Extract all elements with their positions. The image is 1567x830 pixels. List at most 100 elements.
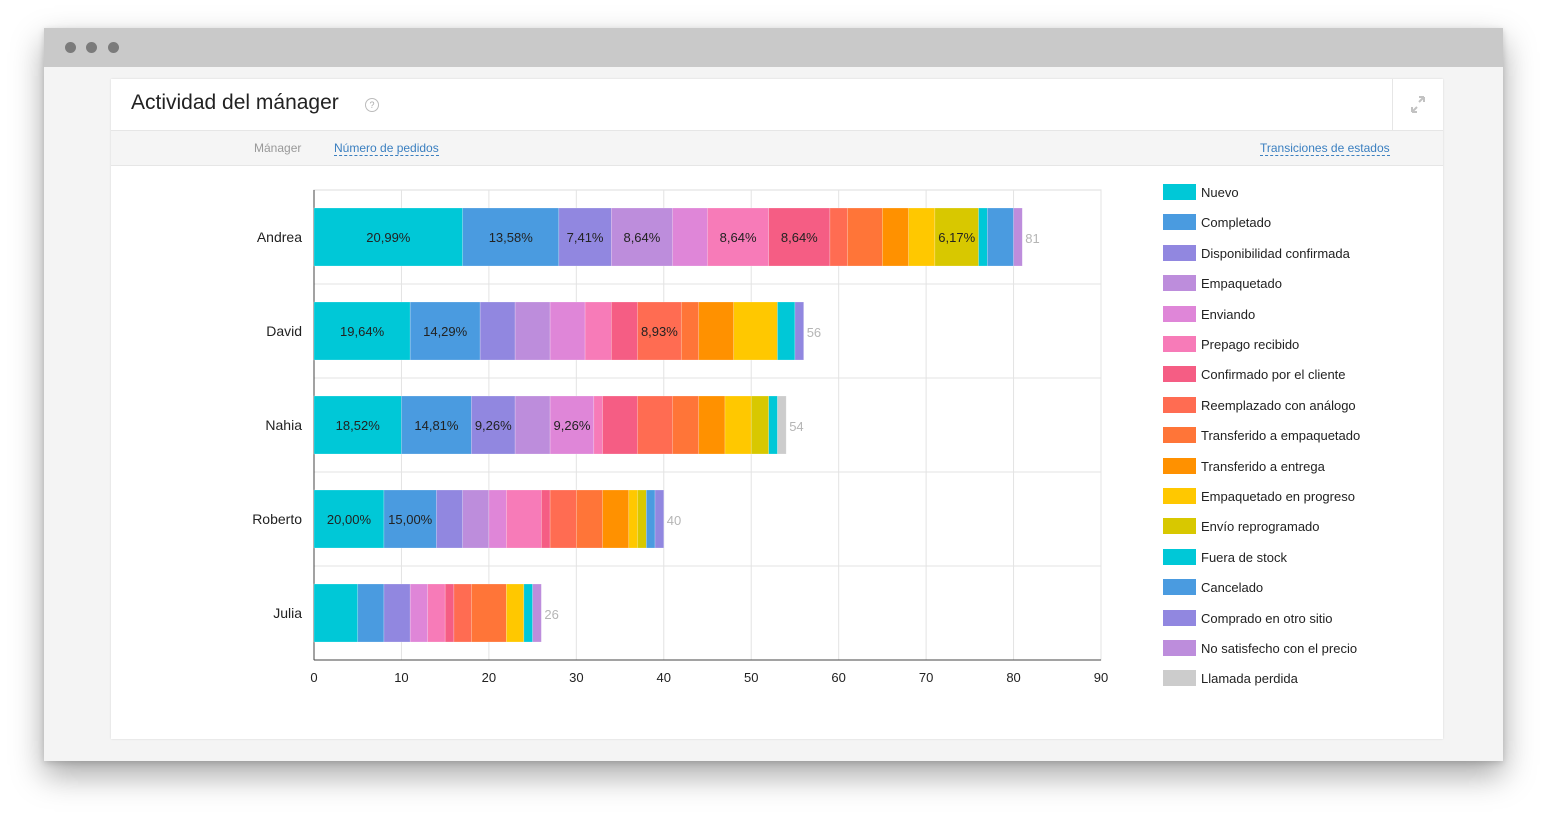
bar-total-label: 26 [544,607,558,622]
legend-label: No satisfecho con el precio [1201,641,1358,656]
legend-swatch [1163,427,1196,444]
legend-label: Empaquetado en progreso [1201,489,1355,504]
bar-segment [777,301,796,361]
legend-swatch [1163,488,1196,504]
expand-button[interactable] [1392,79,1443,130]
legend-label: Fuera de stock [1201,549,1287,565]
legend-swatch [1163,457,1196,474]
legend-swatch [1163,518,1196,535]
bar-segment [479,301,516,361]
x-tick-label: 10 [394,670,408,685]
bar-total-label: 56 [807,325,821,340]
bar-segment [576,489,603,549]
x-tick-label: 20 [482,670,496,685]
bar-segment [829,207,848,267]
bar-segment [698,301,735,361]
window-titlebar [44,28,1503,67]
widget-card: Actividad del mánager ? Mánager Número d… [111,79,1443,739]
question-circle-icon[interactable]: ? [365,98,379,112]
x-tick-label: 80 [1006,670,1020,685]
bar-segment [462,207,560,267]
status-transitions-link[interactable]: Transiciones de estados [1260,141,1390,156]
category-label: Andrea [257,229,302,245]
legend-label: Enviando [1201,306,1256,322]
bar-segment [672,395,700,455]
stacked-bar-chart: 0 10 20 30 40 50 60 70 80 90 Andrea 20,99% 13,58% 7,4… [252,189,1108,685]
window-dot-icon[interactable] [65,42,76,53]
bar-segment [313,301,411,361]
bar-segment [698,395,726,455]
bar-segment [313,207,463,267]
bar-segment [707,207,770,267]
legend-label: Reemplazado con análogo [1201,397,1356,413]
bar-segment [453,583,472,643]
bar-segment [471,583,507,643]
segment-data-label: 6,17% [938,230,975,245]
legend-label: Empaquetado [1201,276,1282,292]
bar-segment [768,395,778,455]
bar-segment [549,489,577,549]
legend-swatch [1163,396,1196,413]
bar-segment [584,301,612,361]
bar-total-label: 81 [1025,231,1039,246]
bar-segment [724,395,752,455]
legend-swatch [1163,579,1196,596]
window-dot-icon[interactable] [86,42,97,53]
legend-label: Disponibilidad confirmada [1201,245,1350,261]
bar-segment [549,301,586,361]
legend-label: Completado [1201,215,1272,231]
legend-swatch [1163,184,1196,200]
bar-segment [733,301,778,361]
segment-data-label: 7,41% [567,230,604,245]
bar-segment [541,489,551,549]
legend-label: Llamada perdida [1201,671,1298,687]
bar-segment [593,395,603,455]
bar-segment [908,207,936,267]
bar-segment [462,489,490,549]
bar-segment [637,489,647,549]
bar-segment [978,207,988,267]
bar-segment [436,489,463,549]
segment-data-label: 9,26% [554,418,591,433]
segment-data-label: 20,00% [327,512,372,527]
manager-label: Mánager [254,141,302,155]
bar-segment [1013,207,1023,267]
legend-label: Confirmado por el cliente [1201,367,1346,383]
legend-swatch [1163,214,1196,231]
segment-data-label: 18,52% [336,418,381,433]
bar-total-label: 54 [789,419,803,434]
bar-segment [794,301,804,361]
bar-segment [934,207,979,267]
legend-label: Prepago recibido [1201,337,1300,352]
bar-segment [523,583,533,643]
card-title: Actividad del mánager [131,91,339,114]
bar-segment [471,395,516,455]
category-label: David [266,323,302,339]
bar-segment [602,489,630,549]
segment-data-label: 8,64% [623,230,660,245]
bar-segment [680,301,700,361]
bar-segment [654,489,665,549]
bar-segment [357,583,385,643]
x-tick-label: 90 [1094,670,1108,685]
legend-label: Envío reprogramado [1201,519,1320,535]
chart-toolbar: Mánager Número de pedidos Transiciones d… [111,131,1443,166]
segment-data-label: 20,99% [366,230,411,245]
bar-segment [313,395,402,455]
category-label: Roberto [252,511,302,527]
x-tick-label: 0 [310,670,317,685]
bar-segment [532,583,542,643]
x-tick-label: 30 [569,670,583,685]
legend-swatch [1163,244,1196,261]
bar-segment [506,583,525,643]
window-dot-icon[interactable] [108,42,119,53]
orders-count-link[interactable]: Número de pedidos [334,141,439,156]
bar-segment [611,301,638,361]
legend-label: Cancelado [1201,580,1264,596]
legend-swatch [1163,336,1196,352]
bar-segment [506,489,542,549]
bar-segment [672,207,708,267]
bar-segment [777,395,787,455]
bar-segment [549,395,595,455]
segment-data-label: 14,81% [414,418,459,433]
